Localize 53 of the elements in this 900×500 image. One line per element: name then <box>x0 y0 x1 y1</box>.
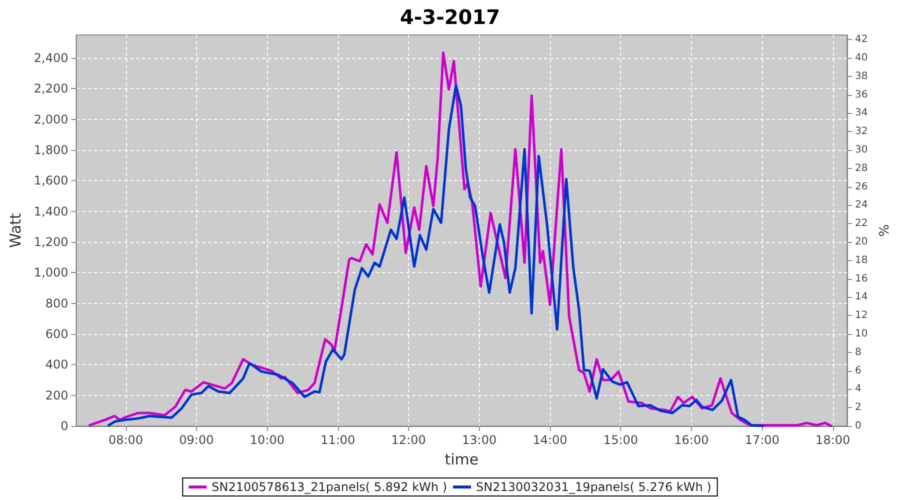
x-tick-label: 16:00 <box>674 433 709 447</box>
y2-tick-label: 40 <box>855 52 868 64</box>
y2-tick-label: 26 <box>855 181 868 192</box>
x-tick-label: 17:00 <box>744 433 780 447</box>
y2-tick-label: 6 <box>855 365 862 376</box>
y2-tick-label: 10 <box>855 328 868 340</box>
x-axis-title: time <box>444 450 479 468</box>
line-series <box>108 84 764 428</box>
legend-label: SN2100578613_21panels( 5.892 kWh ) <box>212 480 448 494</box>
y2-tick-label: 18 <box>855 254 868 266</box>
chart-title: 4-3-2017 <box>400 5 500 29</box>
y-tick-label: 0 <box>60 419 68 433</box>
y-tick-label: 600 <box>45 327 68 341</box>
y2-tick-label: 16 <box>855 273 868 284</box>
y2-axis-title: % <box>878 224 893 237</box>
y2-tick-label: 4 <box>855 384 862 395</box>
y-tick-label: 1,000 <box>34 266 68 280</box>
y2-tick-label: 22 <box>855 218 868 230</box>
y2-tick-label: 38 <box>855 70 868 82</box>
y-tick-label: 800 <box>45 296 68 310</box>
y-tick-label: 1,600 <box>34 174 68 188</box>
y-tick-label: 2,000 <box>34 112 68 126</box>
x-tick-label: 15:00 <box>603 433 638 447</box>
y-axis-title: Watt <box>6 212 24 248</box>
legend-label: SN2130032031_19panels( 5.276 kWh ) <box>476 480 712 494</box>
y2-tick-label: 30 <box>855 144 868 156</box>
y-tick-label: 1,200 <box>34 235 68 249</box>
y2-tick-label: 12 <box>855 310 868 322</box>
y2-tick-label: 32 <box>855 126 868 138</box>
x-tick-label: 11:00 <box>320 433 356 447</box>
y-tick-label: 2,400 <box>34 51 68 65</box>
y2-tick-label: 2 <box>855 402 862 414</box>
y-tick-label: 1,800 <box>34 143 68 157</box>
x-tick-label: 10:00 <box>250 433 284 447</box>
y2-tick-label: 24 <box>855 200 868 211</box>
y2-tick-label: 8 <box>855 346 862 358</box>
x-tick-label: 18:00 <box>816 433 850 447</box>
x-tick-label: 12:00 <box>391 433 426 447</box>
y-tick-label: 2,200 <box>34 82 68 96</box>
y2-tick-label: 14 <box>855 292 868 303</box>
y2-tick-label: 36 <box>855 89 868 100</box>
y2-tick-label: 20 <box>855 236 868 248</box>
y-tick-label: 1,400 <box>34 204 68 218</box>
y2-tick-label: 0 <box>855 420 862 432</box>
x-tick-label: 14:00 <box>532 433 568 447</box>
x-tick-label: 08:00 <box>108 433 144 447</box>
y2-tick-label: 42 <box>855 34 868 46</box>
y-tick-label: 200 <box>45 388 68 402</box>
x-tick-label: 13:00 <box>462 433 497 447</box>
y2-tick-label: 34 <box>855 108 868 119</box>
y-tick-label: 400 <box>45 358 68 372</box>
x-tick-label: 09:00 <box>179 433 214 447</box>
y2-tick-label: 28 <box>855 162 868 174</box>
